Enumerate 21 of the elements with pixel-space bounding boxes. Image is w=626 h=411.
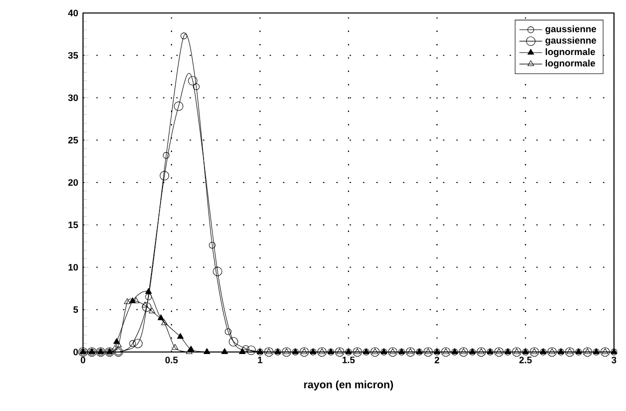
x-tick-label: 0 (80, 356, 86, 364)
y-tick-label: 5 (73, 306, 78, 313)
y-tick-label: 35 (68, 52, 78, 59)
legend-label: gaussienne (545, 25, 596, 34)
y-tick-label: 20 (68, 179, 78, 186)
x-tick-label: 2 (434, 356, 440, 364)
x-tick-label: 1.5 (342, 356, 355, 364)
legend-label: lognormale (546, 48, 596, 57)
y-tick-label: 25 (68, 136, 78, 144)
y-tick-label: 10 (68, 264, 78, 271)
x-tick-label: 0.5 (165, 356, 178, 364)
legend-label: lognormale (546, 60, 596, 68)
y-tick-label: 40 (68, 10, 78, 16)
y-tick-label: 15 (68, 222, 78, 228)
x-tick-label: 2.5 (519, 356, 532, 364)
x-tick-label: 3 (612, 356, 616, 364)
x-tick-label: 1 (258, 356, 262, 364)
y-tick-label: 30 (68, 94, 78, 102)
legend-label: gaussienne (545, 36, 596, 46)
x-axis-title: rayon (en micron) (304, 380, 393, 390)
y-tick-label: 0 (73, 348, 78, 356)
